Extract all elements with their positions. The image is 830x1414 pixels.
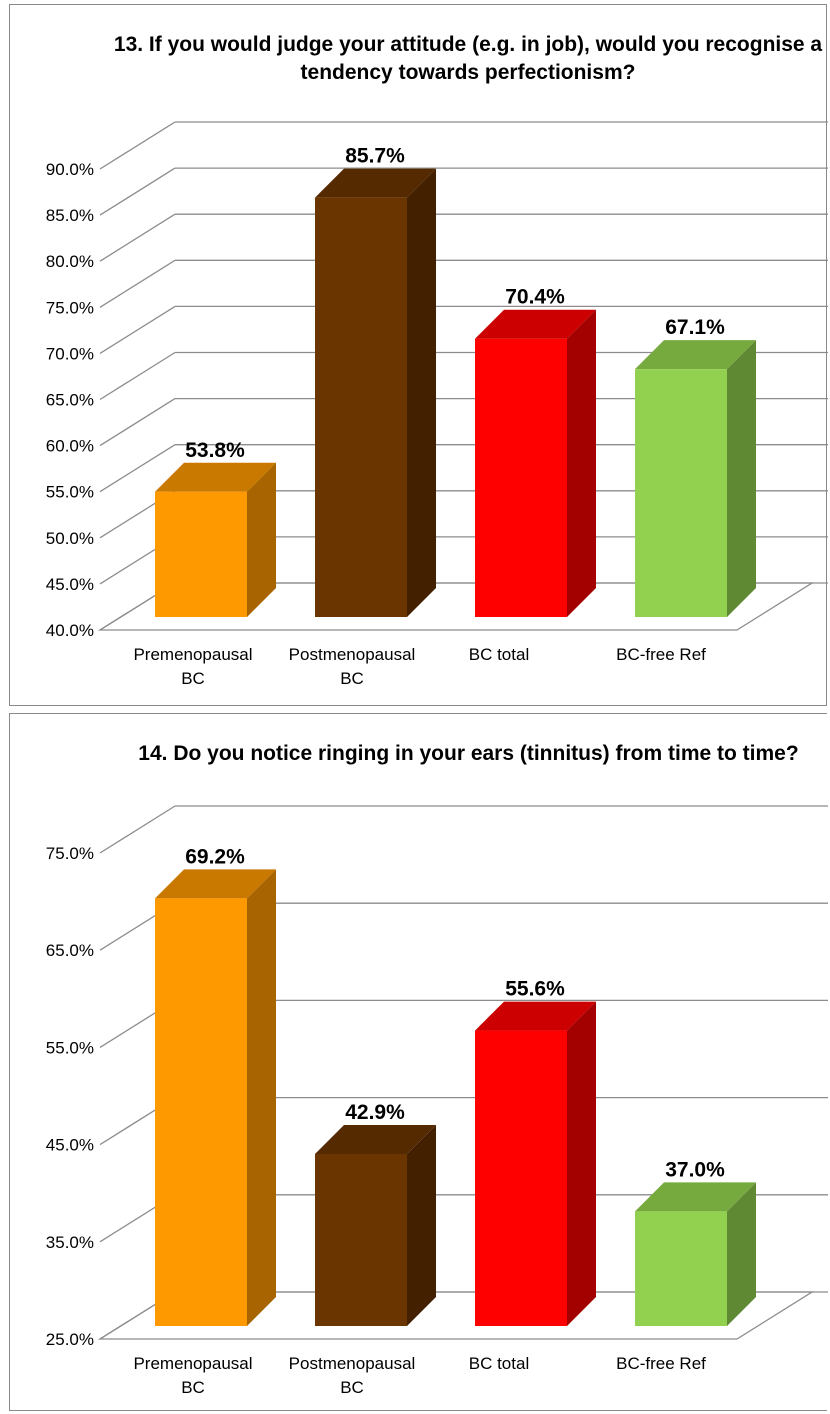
y-tick-label: 45.0% <box>46 575 94 594</box>
x-tick-label: Postmenopausal <box>289 645 416 664</box>
x-tick-label: BC-free Ref <box>616 645 706 664</box>
x-tick-label: BC total <box>469 1354 529 1373</box>
y-tick-label: 40.0% <box>46 621 94 640</box>
y-tick-label: 65.0% <box>46 391 94 410</box>
x-tick-label: Premenopausal <box>133 1354 252 1373</box>
y-tick-label: 80.0% <box>46 252 94 271</box>
bar <box>315 198 407 617</box>
y-tick-label: 85.0% <box>46 206 94 225</box>
chart-panel-q13: 13. If you would judge your attitude (e.… <box>9 4 827 706</box>
x-tick-label: BC-free Ref <box>616 1354 706 1373</box>
gridline-diagonal <box>100 260 175 307</box>
gridline-diagonal <box>100 806 175 853</box>
gridline-diagonal <box>100 353 175 400</box>
bar-side <box>727 340 756 617</box>
data-label: 53.8% <box>185 439 245 462</box>
x-tick-label: BC <box>340 1378 364 1397</box>
x-tick-label: BC <box>340 669 364 688</box>
x-tick-label: BC <box>181 1378 205 1397</box>
y-tick-label: 45.0% <box>46 1136 94 1155</box>
y-tick-label: 65.0% <box>46 941 94 960</box>
y-tick-label: 50.0% <box>46 529 94 548</box>
gridline-diagonal <box>100 214 175 261</box>
bar <box>635 369 727 617</box>
bar <box>155 492 247 617</box>
data-label: 55.6% <box>505 978 565 1001</box>
bar-side <box>567 310 596 617</box>
x-tick-label: Postmenopausal <box>289 1354 416 1373</box>
data-label: 37.0% <box>665 1158 725 1181</box>
y-tick-label: 90.0% <box>46 160 94 179</box>
y-tick-label: 55.0% <box>46 483 94 502</box>
bar-chart-q14: 25.0% 35.0% 45.0% 55.0% 65.0% 75.0% 69.2% Preme… <box>10 714 828 1412</box>
gridline-diagonal <box>100 399 175 446</box>
y-tick-label: 60.0% <box>46 437 94 456</box>
y-tick-label: 75.0% <box>46 298 94 317</box>
data-label: 85.7% <box>345 145 405 168</box>
y-tick-label: 35.0% <box>46 1233 94 1252</box>
gridline-diagonal <box>100 168 175 215</box>
bar-chart-q13: 40.0% 45.0% 50.0% 55.0% 60.0% 65.0% 70.0% 75.0%… <box>10 5 828 707</box>
bar <box>635 1211 727 1326</box>
bar <box>475 339 567 617</box>
data-label: 67.1% <box>665 316 725 339</box>
bar-side <box>407 1125 436 1326</box>
data-label: 70.4% <box>505 286 565 309</box>
data-label: 69.2% <box>185 845 245 868</box>
y-tick-label: 75.0% <box>46 844 94 863</box>
chart-panel-q14: 14. Do you notice ringing in your ears (… <box>9 713 827 1411</box>
y-tick-label: 25.0% <box>46 1330 94 1349</box>
bar-side <box>567 1002 596 1326</box>
y-tick-label: 55.0% <box>46 1038 94 1057</box>
bar-side <box>407 169 436 617</box>
bar <box>315 1154 407 1326</box>
data-label: 42.9% <box>345 1101 405 1124</box>
bar <box>155 898 247 1326</box>
y-tick-label: 70.0% <box>46 344 94 363</box>
x-tick-label: BC total <box>469 645 529 664</box>
x-tick-label: BC <box>181 669 205 688</box>
gridline-diagonal <box>100 306 175 353</box>
x-tick-label: Premenopausal <box>133 645 252 664</box>
gridline-diagonal <box>100 122 175 169</box>
bar-side <box>247 869 276 1326</box>
bar <box>475 1031 567 1326</box>
